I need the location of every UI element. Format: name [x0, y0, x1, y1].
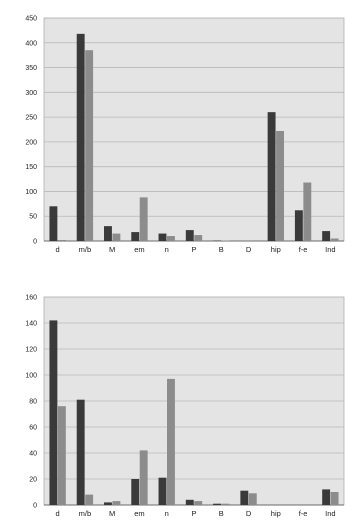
bar-series-1: [267, 112, 276, 242]
x-tick-label: f-e: [299, 245, 308, 254]
bar-series-1: [49, 206, 58, 241]
x-tick-label: M: [109, 245, 115, 254]
bar-series-1: [104, 502, 112, 505]
bar-series-1: [158, 477, 167, 505]
bar-series-2: [85, 50, 94, 241]
x-tick-label: d: [56, 245, 60, 254]
x-tick-label: B: [219, 245, 224, 254]
bar-series-2: [303, 182, 312, 241]
bar-series-1: [76, 399, 85, 505]
x-tick-label: P: [191, 245, 196, 254]
bar-series-2: [167, 236, 175, 241]
y-tick-label: 0: [33, 503, 37, 510]
x-tick-label: Ind: [325, 509, 335, 518]
y-tick-label: 0: [33, 239, 37, 246]
x-tick-label: D: [246, 509, 252, 518]
y-tick-label: 400: [25, 40, 37, 47]
bar-series-2: [330, 492, 339, 505]
bar-series-2: [330, 238, 339, 241]
bar-series-1: [76, 33, 85, 242]
x-tick-label: m/b: [79, 245, 92, 254]
bar-series-1: [322, 231, 331, 241]
x-tick-label: M: [109, 509, 115, 518]
y-tick-label: 60: [29, 425, 37, 432]
bar-series-2: [194, 235, 203, 241]
x-tick-label: hip: [271, 245, 281, 254]
y-tick-label: 50: [29, 214, 37, 221]
plot-area: [43, 17, 345, 242]
y-tick-label: 140: [25, 321, 37, 328]
y-tick-label: 40: [29, 451, 37, 458]
x-tick-label: m/b: [79, 509, 92, 518]
y-tick-label: 450: [25, 16, 37, 23]
x-tick-label: Ind: [325, 245, 335, 254]
bar-series-1: [185, 230, 194, 241]
bar-series-2: [276, 130, 284, 241]
x-tick-label: P: [191, 509, 196, 518]
y-tick-label: 300: [25, 90, 37, 97]
x-tick-label: B: [219, 509, 224, 518]
bar-series-2: [57, 406, 66, 505]
bar-series-1: [322, 489, 331, 505]
bar-series-1: [131, 232, 140, 241]
x-tick-label: f-e: [299, 509, 308, 518]
x-tick-label: D: [246, 245, 252, 254]
y-tick-label: 20: [29, 477, 37, 484]
bar-series-1: [213, 503, 221, 505]
bar-series-2: [85, 494, 94, 505]
y-tick-label: 100: [25, 189, 37, 196]
y-tick-label: 120: [25, 347, 37, 354]
x-tick-label: em: [134, 509, 144, 518]
x-tick-label: d: [56, 509, 60, 518]
bar-series-2: [221, 503, 230, 505]
bar-series-2: [194, 501, 203, 505]
y-tick-label: 250: [25, 115, 37, 122]
bar-series-1: [49, 320, 58, 505]
bar-series-2: [167, 378, 175, 505]
bar-series-2: [112, 501, 121, 505]
y-tick-label: 100: [25, 373, 37, 380]
x-tick-label: n: [165, 245, 169, 254]
bar-series-1: [104, 226, 112, 241]
bar-series-1: [158, 233, 167, 241]
y-tick-label: 160: [25, 295, 37, 302]
y-tick-label: 200: [25, 139, 37, 146]
y-tick-label: 350: [25, 65, 37, 72]
x-tick-label: em: [134, 245, 144, 254]
bar-series-2: [139, 197, 148, 241]
bar-series-2: [139, 450, 148, 505]
bar-series-2: [248, 493, 257, 505]
y-tick-label: 80: [29, 399, 37, 406]
x-tick-label: hip: [271, 509, 281, 518]
bar-series-1: [294, 210, 303, 241]
bar-series-1: [185, 499, 194, 505]
y-tick-label: 150: [25, 164, 37, 171]
bar-series-1: [131, 479, 140, 505]
bar-series-2: [57, 240, 66, 241]
bar-series-2: [112, 233, 121, 241]
x-tick-label: n: [165, 509, 169, 518]
bar-series-1: [240, 490, 249, 505]
